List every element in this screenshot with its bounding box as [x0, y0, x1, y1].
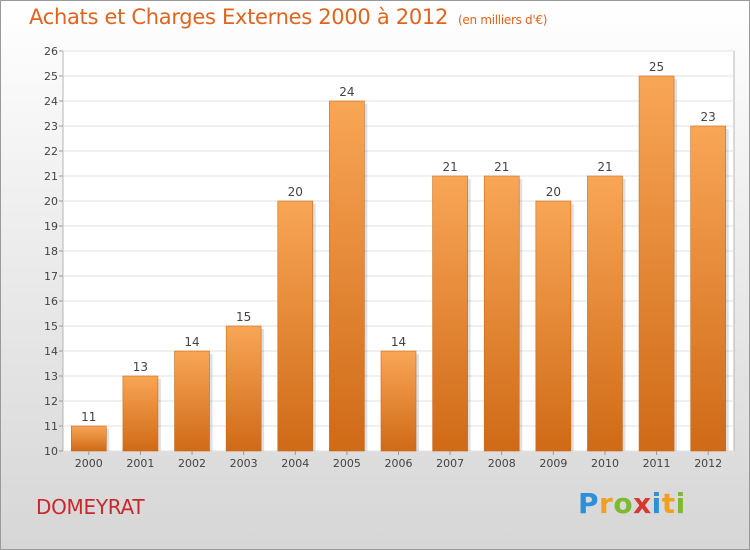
chart-title: Achats et Charges Externes 2000 à 2012 (e… [29, 5, 547, 29]
bar [225, 325, 262, 452]
bars: 11 13 14 15 20 24 14 21 21 20 21 25 23 [71, 60, 729, 452]
bar-value-label: 21 [494, 160, 509, 174]
commune-name: DOMEYRAT [36, 495, 145, 519]
bar-value-label: 14 [391, 335, 406, 349]
bar-value-label: 20 [288, 185, 303, 199]
x-axis: 2000 2001 2002 2003 2004 2005 2006 2007 2008 2009… [75, 451, 722, 470]
bar-value-label: 23 [701, 110, 716, 124]
x-tick-label: 2001 [126, 457, 154, 470]
y-tick-label: 23 [44, 120, 58, 133]
x-tick-label: 2006 [385, 457, 413, 470]
logo-letter: x [633, 487, 652, 520]
logo-letter: i [675, 487, 686, 520]
bar-value-label: 13 [133, 360, 148, 374]
bar [690, 125, 726, 452]
x-tick-label: 2010 [591, 457, 619, 470]
y-tick-label: 17 [44, 270, 58, 283]
x-tick-label: 2008 [488, 457, 516, 470]
y-tick-label: 20 [44, 195, 58, 208]
y-tick-label: 11 [44, 420, 58, 433]
bar [174, 350, 210, 452]
y-tick-label: 14 [44, 345, 58, 358]
bar [277, 200, 314, 452]
y-axis: 10 11 12 13 14 15 16 17 18 19 20 21 22 23 24 25 26 [44, 45, 63, 458]
bar [587, 175, 623, 452]
bar [535, 200, 572, 452]
logo-letter: t [661, 487, 676, 520]
bar-value-label: 21 [597, 160, 612, 174]
y-tick-label: 24 [44, 95, 58, 108]
x-tick-label: 2007 [436, 457, 464, 470]
y-tick-label: 26 [44, 45, 58, 58]
bar [329, 100, 365, 452]
x-tick-label: 2009 [539, 457, 567, 470]
y-tick-label: 10 [44, 445, 58, 458]
bar-value-label: 11 [81, 410, 96, 424]
y-tick-label: 18 [44, 245, 58, 258]
bar [483, 175, 520, 452]
y-tick-label: 19 [44, 220, 58, 233]
x-tick-label: 2002 [178, 457, 206, 470]
bar-value-label: 21 [442, 160, 457, 174]
y-tick-label: 16 [44, 295, 58, 308]
y-tick-label: 13 [44, 370, 58, 383]
bar [638, 75, 675, 452]
logo-letter: P [578, 487, 600, 520]
bar-value-label: 24 [339, 85, 354, 99]
logo-letter: i [651, 487, 662, 520]
x-tick-label: 2000 [75, 457, 103, 470]
x-tick-label: 2003 [230, 457, 258, 470]
bar-value-label: 14 [184, 335, 199, 349]
y-tick-label: 21 [44, 170, 58, 183]
bar [122, 375, 159, 452]
x-tick-label: 2004 [281, 457, 309, 470]
bar [432, 175, 468, 452]
bar-value-label: 20 [546, 185, 561, 199]
bar [380, 350, 417, 452]
y-tick-label: 15 [44, 320, 58, 333]
y-tick-label: 12 [44, 395, 58, 408]
y-tick-label: 22 [44, 145, 58, 158]
bar [71, 425, 107, 452]
x-tick-label: 2012 [694, 457, 722, 470]
x-tick-label: 2011 [643, 457, 671, 470]
x-tick-label: 2005 [333, 457, 361, 470]
y-tick-label: 25 [44, 70, 58, 83]
logo-letter: r [599, 487, 614, 520]
chart-title-text: Achats et Charges Externes 2000 à 2012 [29, 5, 449, 29]
chart-unit: (en milliers d'€) [458, 13, 548, 27]
bar-value-label: 25 [649, 60, 664, 74]
bar-value-label: 15 [236, 310, 251, 324]
proxiti-logo: Proxiti [578, 487, 686, 520]
logo-letter: o [613, 487, 634, 520]
